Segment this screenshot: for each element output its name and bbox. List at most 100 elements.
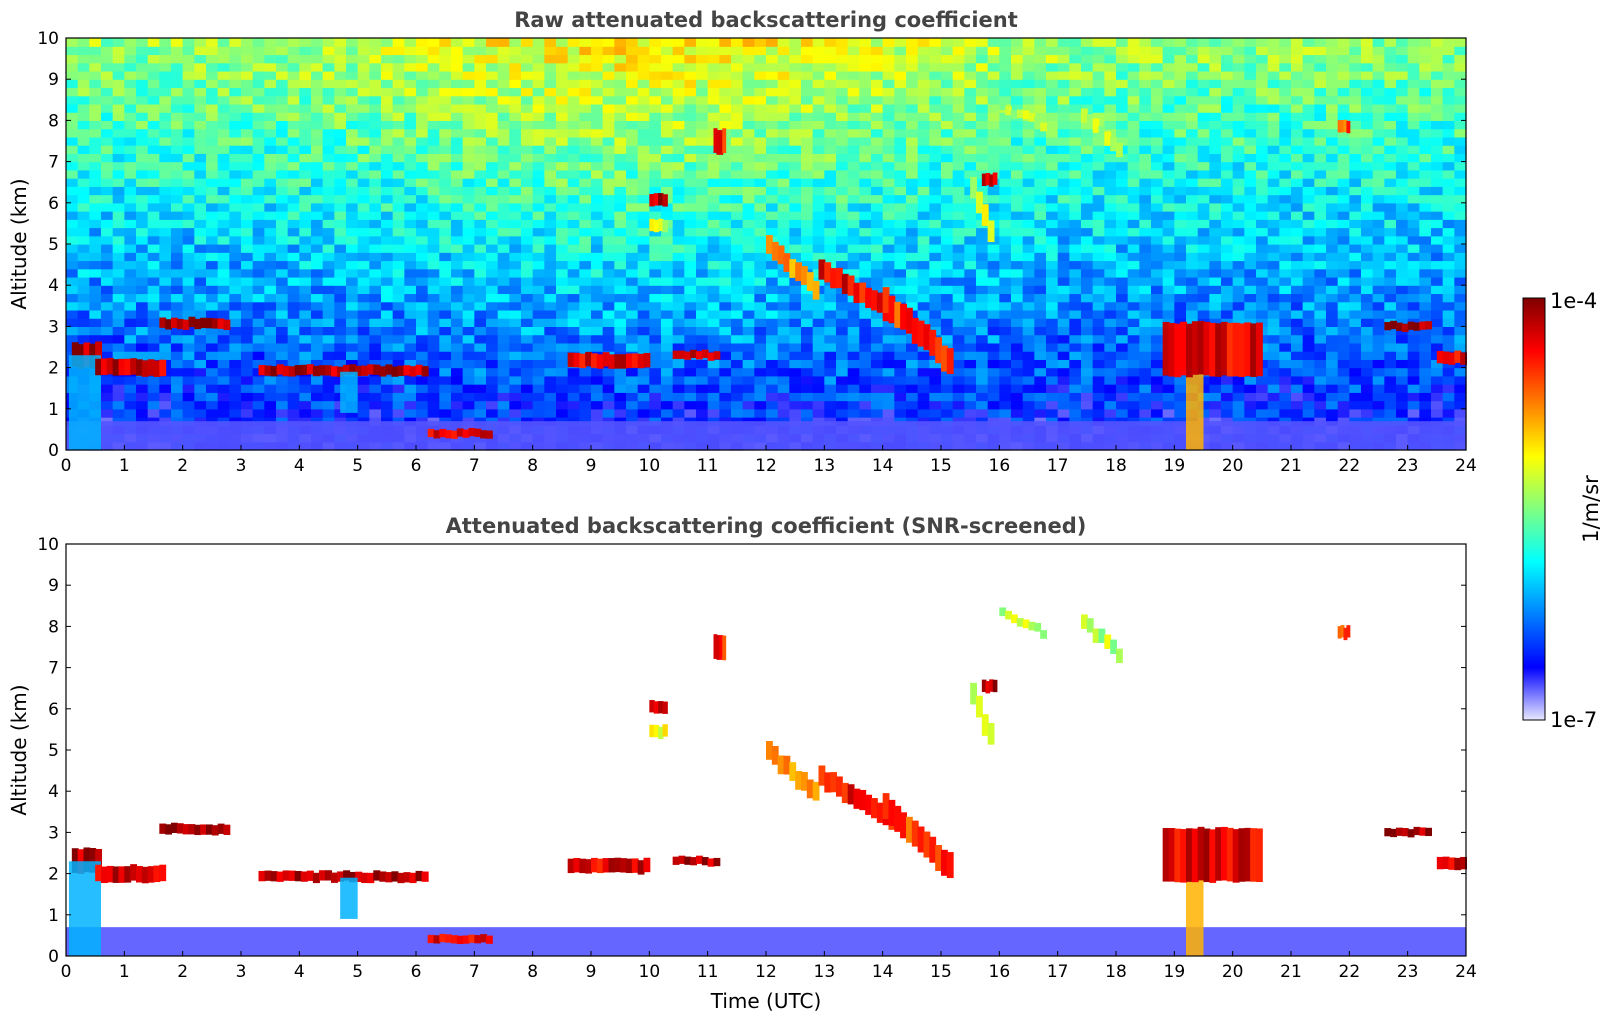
noise-cell bbox=[1104, 318, 1117, 327]
noise-cell bbox=[1454, 301, 1467, 311]
noise-cell bbox=[404, 128, 417, 138]
noise-cell bbox=[1442, 244, 1455, 253]
noise-cell bbox=[824, 194, 837, 204]
noise-cell bbox=[836, 400, 849, 410]
noise-cell bbox=[182, 161, 195, 171]
noise-cell bbox=[1454, 318, 1467, 327]
noise-cell bbox=[579, 342, 592, 352]
noise-cell bbox=[836, 128, 849, 138]
noise-cell bbox=[427, 128, 440, 138]
noise-cell bbox=[1372, 128, 1385, 138]
noise-cell bbox=[346, 186, 359, 196]
noise-cell bbox=[299, 178, 312, 187]
noise-cell bbox=[894, 244, 907, 253]
noise-cell bbox=[1407, 112, 1420, 121]
noise-cell bbox=[567, 235, 580, 245]
noise-cell bbox=[451, 161, 464, 171]
noise-cell bbox=[894, 342, 907, 352]
noise-cell bbox=[614, 202, 627, 212]
noise-cell bbox=[194, 128, 207, 138]
noise-cell bbox=[1022, 202, 1035, 212]
noise-cell bbox=[416, 112, 429, 121]
noise-cell bbox=[707, 301, 720, 311]
noise-cell bbox=[1034, 392, 1047, 402]
noise-cell bbox=[1431, 367, 1444, 377]
noise-cell bbox=[462, 375, 475, 385]
noise-cell bbox=[1127, 408, 1140, 418]
noise-cell bbox=[859, 359, 872, 369]
noise-cell bbox=[182, 103, 195, 113]
noise-cell bbox=[626, 227, 639, 237]
noise-cell bbox=[1127, 342, 1140, 352]
noise-cell bbox=[1337, 301, 1350, 311]
noise-cell bbox=[334, 276, 347, 286]
noise-cell bbox=[789, 103, 802, 113]
noise-cell bbox=[731, 293, 744, 303]
noise-cell bbox=[171, 227, 184, 237]
noise-cell bbox=[719, 153, 732, 163]
noise-cell bbox=[1116, 285, 1129, 295]
noise-cell bbox=[532, 408, 545, 418]
noise-cell bbox=[229, 375, 242, 385]
noise-cell bbox=[474, 309, 487, 319]
noise-cell bbox=[357, 268, 370, 278]
noise-cell bbox=[882, 375, 895, 385]
noise-cell bbox=[999, 285, 1012, 295]
noise-cell bbox=[952, 235, 965, 245]
noise-cell bbox=[1209, 318, 1222, 327]
noise-cell bbox=[112, 103, 125, 113]
noise-cell bbox=[1349, 153, 1362, 163]
noise-cell bbox=[101, 244, 114, 253]
noise-cell bbox=[754, 235, 767, 245]
noise-cell bbox=[766, 309, 779, 319]
noise-cell bbox=[614, 342, 627, 352]
noise-cell bbox=[509, 211, 522, 220]
noise-cell bbox=[952, 334, 965, 344]
noise-cell bbox=[1104, 375, 1117, 385]
heatmap-image bbox=[66, 38, 1467, 451]
noise-cell bbox=[1232, 120, 1245, 130]
noise-cell bbox=[427, 219, 440, 229]
noise-cell bbox=[159, 145, 172, 154]
noise-cell bbox=[591, 244, 604, 253]
noise-cell bbox=[976, 400, 989, 410]
noise-cell bbox=[1186, 301, 1199, 311]
noise-cell bbox=[649, 169, 662, 179]
noise-cell bbox=[801, 136, 814, 146]
noise-cell bbox=[416, 359, 429, 369]
noise-cell bbox=[462, 342, 475, 352]
noise-cell bbox=[77, 120, 90, 130]
noise-cell bbox=[147, 252, 160, 262]
noise-cell bbox=[1431, 252, 1444, 262]
noise-cell bbox=[1162, 161, 1175, 171]
noise-cell bbox=[89, 194, 102, 204]
noise-cell bbox=[1069, 301, 1082, 311]
noise-cell bbox=[206, 153, 219, 163]
noise-cell bbox=[789, 145, 802, 154]
noise-cell bbox=[1127, 112, 1140, 121]
noise-cell bbox=[1407, 169, 1420, 179]
noise-cell bbox=[1302, 375, 1315, 385]
noise-cell bbox=[579, 103, 592, 113]
noise-cell bbox=[1104, 252, 1117, 262]
noise-cell bbox=[1256, 309, 1269, 319]
noise-cell bbox=[614, 326, 627, 336]
noise-cell bbox=[1431, 334, 1444, 344]
noise-cell bbox=[276, 244, 289, 253]
noise-cell bbox=[252, 252, 265, 262]
noise-cell bbox=[112, 244, 125, 253]
noise-cell bbox=[1396, 194, 1409, 204]
noise-cell bbox=[1162, 120, 1175, 130]
noise-cell bbox=[637, 293, 650, 303]
noise-cell bbox=[964, 260, 977, 270]
noise-cell bbox=[894, 293, 907, 303]
noise-cell bbox=[929, 169, 942, 179]
noise-cell bbox=[882, 276, 895, 286]
noise-cell bbox=[66, 309, 79, 319]
noise-cell bbox=[1267, 400, 1280, 410]
noise-cell bbox=[579, 384, 592, 393]
noise-cell bbox=[1419, 112, 1432, 121]
noise-cell bbox=[999, 136, 1012, 146]
noise-cell bbox=[1442, 408, 1455, 418]
noise-cell bbox=[1139, 334, 1152, 344]
